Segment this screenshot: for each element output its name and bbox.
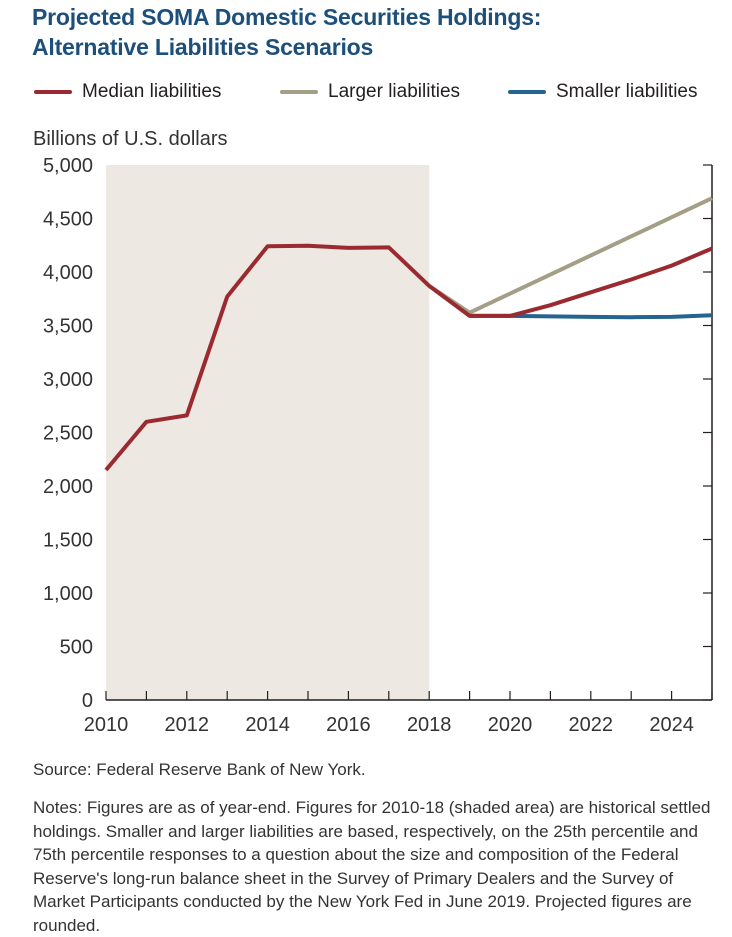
chart-title-line-2: Alternative Liabilities Scenarios: [32, 34, 374, 60]
legend-label-smaller: Smaller liabilities: [556, 81, 698, 102]
y-tick-label: 1,500: [43, 530, 93, 552]
y-tick-label: 4,000: [43, 262, 93, 284]
x-tick-label: 2010: [84, 714, 129, 736]
legend: Median liabilities Larger liabilities Sm…: [34, 78, 724, 106]
y-tick-label: 0: [82, 690, 93, 712]
y-tick-label: 1,000: [43, 583, 93, 605]
y-tick-label: 4,500: [43, 209, 93, 231]
y-tick-label: 3,500: [43, 316, 93, 338]
y-tick-label: 500: [60, 637, 93, 659]
x-tick-label: 2022: [569, 714, 614, 736]
x-tick-label: 2016: [326, 714, 371, 736]
legend-item-median: Median liabilities: [34, 78, 221, 106]
legend-item-smaller: Smaller liabilities: [508, 78, 698, 106]
x-tick-label: 2020: [488, 714, 533, 736]
chart-title: Projected SOMA Domestic Securities Holdi…: [32, 2, 722, 62]
x-tick-label: 2024: [649, 714, 694, 736]
x-tick-label: 2014: [245, 714, 290, 736]
series-line-larger-liabilities: [428, 196, 713, 315]
historical-shaded-area: [106, 165, 430, 700]
y-tick-label: 2,500: [43, 423, 93, 445]
chart-title-line-1: Projected SOMA Domestic Securities Holdi…: [32, 4, 542, 30]
series-line-median-liabilities: [104, 243, 713, 472]
legend-item-larger: Larger liabilities: [280, 78, 460, 106]
legend-label-larger: Larger liabilities: [328, 81, 461, 102]
y-tick-label: 3,000: [43, 369, 93, 391]
y-tick-label: 5,000: [43, 155, 93, 177]
legend-swatch-smaller: [508, 90, 546, 94]
notes: Notes: Figures are as of year-end. Figur…: [33, 798, 711, 935]
x-tick-label: 2018: [407, 714, 452, 736]
y-tick-label: 2,000: [43, 476, 93, 498]
source-note: Source: Federal Reserve Bank of New York…: [33, 760, 366, 779]
legend-swatch-median: [34, 90, 72, 94]
y-axis-label: Billions of U.S. dollars: [33, 128, 228, 150]
x-tick-label: 2012: [165, 714, 210, 736]
legend-label-median: Median liabilities: [82, 81, 222, 102]
line-chart: 0 500 1,000 1,500 2,000 2,500 3,000 3,500 4,000 4…: [43, 155, 713, 736]
legend-swatch-larger: [280, 90, 318, 94]
